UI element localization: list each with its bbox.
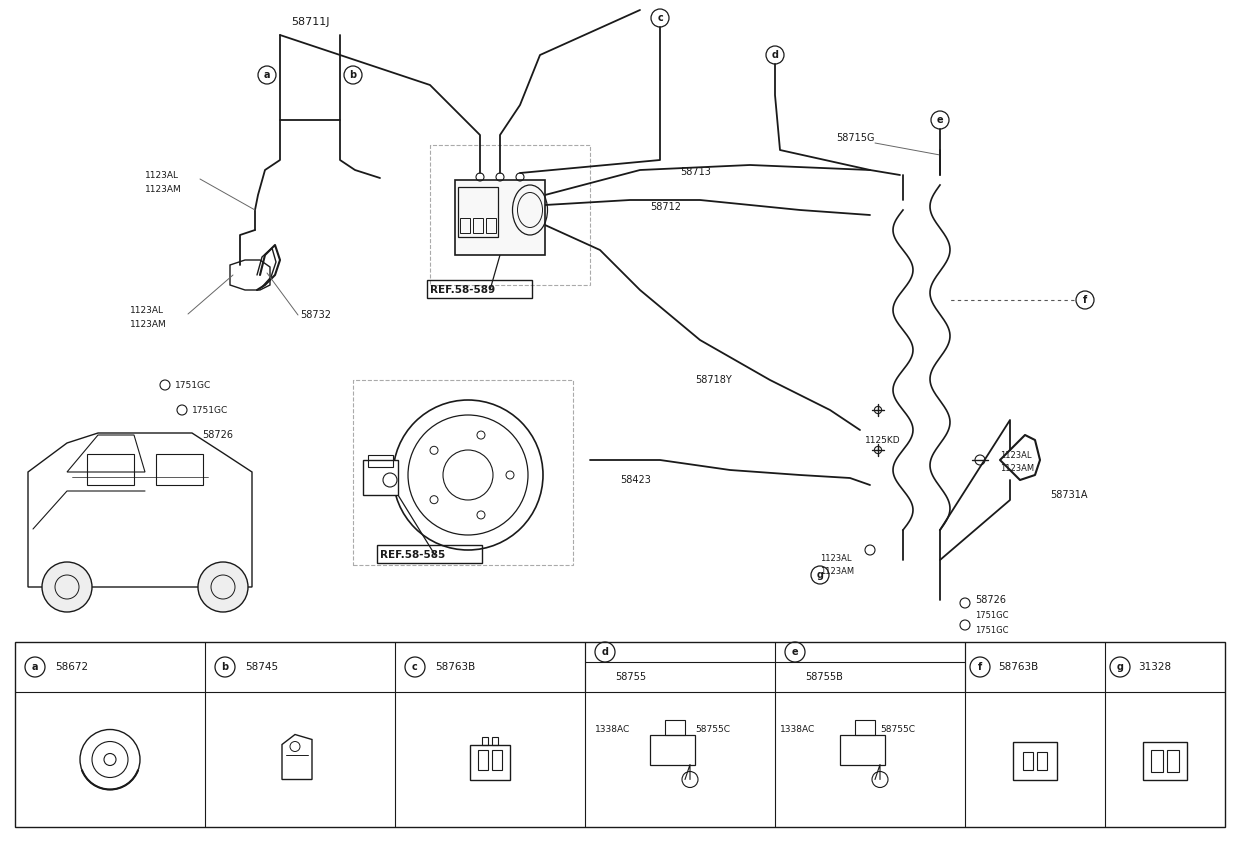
Text: 58718Y: 58718Y — [694, 375, 732, 385]
Text: d: d — [771, 50, 779, 60]
Text: e: e — [791, 647, 799, 657]
Bar — [156, 454, 203, 485]
Text: g: g — [1116, 662, 1123, 672]
Bar — [458, 187, 498, 237]
Text: 58726: 58726 — [202, 430, 233, 440]
Text: 1751GC: 1751GC — [175, 380, 211, 390]
Bar — [427, 280, 532, 298]
Text: 58711J: 58711J — [290, 17, 330, 27]
Text: g: g — [816, 570, 823, 580]
Text: 1338AC: 1338AC — [780, 725, 815, 734]
Text: f: f — [1083, 295, 1087, 305]
Text: 58755B: 58755B — [805, 672, 843, 682]
Bar — [1023, 751, 1033, 770]
Bar — [368, 455, 393, 467]
Text: 1125KD: 1125KD — [866, 435, 900, 445]
Text: 1123AL: 1123AL — [145, 170, 179, 180]
Text: 31328: 31328 — [1138, 662, 1171, 672]
Text: 1123AM: 1123AM — [999, 463, 1034, 473]
Bar — [856, 719, 875, 734]
Text: 1338AC: 1338AC — [595, 725, 630, 734]
Bar — [1013, 741, 1056, 779]
Text: 58423: 58423 — [620, 475, 651, 485]
Text: 58732: 58732 — [300, 310, 331, 320]
Bar — [455, 180, 546, 255]
Text: c: c — [657, 13, 663, 23]
Bar — [460, 218, 470, 233]
Text: 58755C: 58755C — [880, 725, 915, 734]
Circle shape — [393, 400, 543, 550]
Bar — [492, 737, 498, 745]
Bar — [482, 737, 489, 745]
Text: REF.58-585: REF.58-585 — [379, 550, 445, 560]
Text: 1751GC: 1751GC — [975, 625, 1008, 634]
Text: 58713: 58713 — [680, 167, 711, 177]
Text: 58712: 58712 — [650, 202, 681, 212]
Text: a: a — [32, 662, 38, 672]
Text: e: e — [936, 115, 944, 125]
Text: 1123AL: 1123AL — [999, 451, 1032, 460]
Bar — [477, 750, 489, 770]
Text: 58755: 58755 — [615, 672, 646, 682]
Bar — [665, 719, 684, 734]
Text: 58763B: 58763B — [435, 662, 475, 672]
Circle shape — [198, 562, 248, 612]
Text: b: b — [350, 70, 357, 80]
Text: 58731A: 58731A — [1050, 490, 1087, 500]
Bar — [650, 734, 694, 765]
Text: 58745: 58745 — [246, 662, 278, 672]
Text: 1123AM: 1123AM — [145, 185, 182, 193]
Text: b: b — [222, 662, 228, 672]
Bar — [1037, 751, 1047, 770]
Text: d: d — [601, 647, 609, 657]
Text: 1123AL: 1123AL — [820, 553, 852, 562]
Text: 58726: 58726 — [975, 595, 1006, 605]
Bar — [363, 460, 398, 495]
Bar — [1143, 741, 1187, 779]
Bar — [1167, 750, 1179, 772]
Text: 1123AL: 1123AL — [130, 306, 164, 314]
Text: c: c — [412, 662, 418, 672]
Text: 58672: 58672 — [55, 662, 88, 672]
Bar — [15, 642, 1225, 827]
Bar — [353, 380, 573, 565]
Text: 58763B: 58763B — [998, 662, 1038, 672]
Text: 58755C: 58755C — [694, 725, 730, 734]
Bar — [486, 218, 496, 233]
Circle shape — [42, 562, 92, 612]
Text: a: a — [264, 70, 270, 80]
Text: 1123AM: 1123AM — [130, 319, 166, 329]
Text: 1751GC: 1751GC — [975, 611, 1008, 619]
Text: REF.58-589: REF.58-589 — [430, 285, 495, 295]
Text: 1751GC: 1751GC — [192, 406, 228, 414]
Bar — [492, 750, 502, 770]
Bar — [377, 545, 482, 563]
Bar — [1151, 750, 1163, 772]
Bar — [470, 745, 510, 779]
Text: 58715G: 58715G — [836, 133, 874, 143]
Text: 1123AM: 1123AM — [820, 567, 854, 575]
Text: f: f — [978, 662, 982, 672]
Bar — [839, 734, 885, 765]
Bar — [430, 145, 590, 285]
Bar — [472, 218, 484, 233]
Bar — [87, 454, 134, 485]
